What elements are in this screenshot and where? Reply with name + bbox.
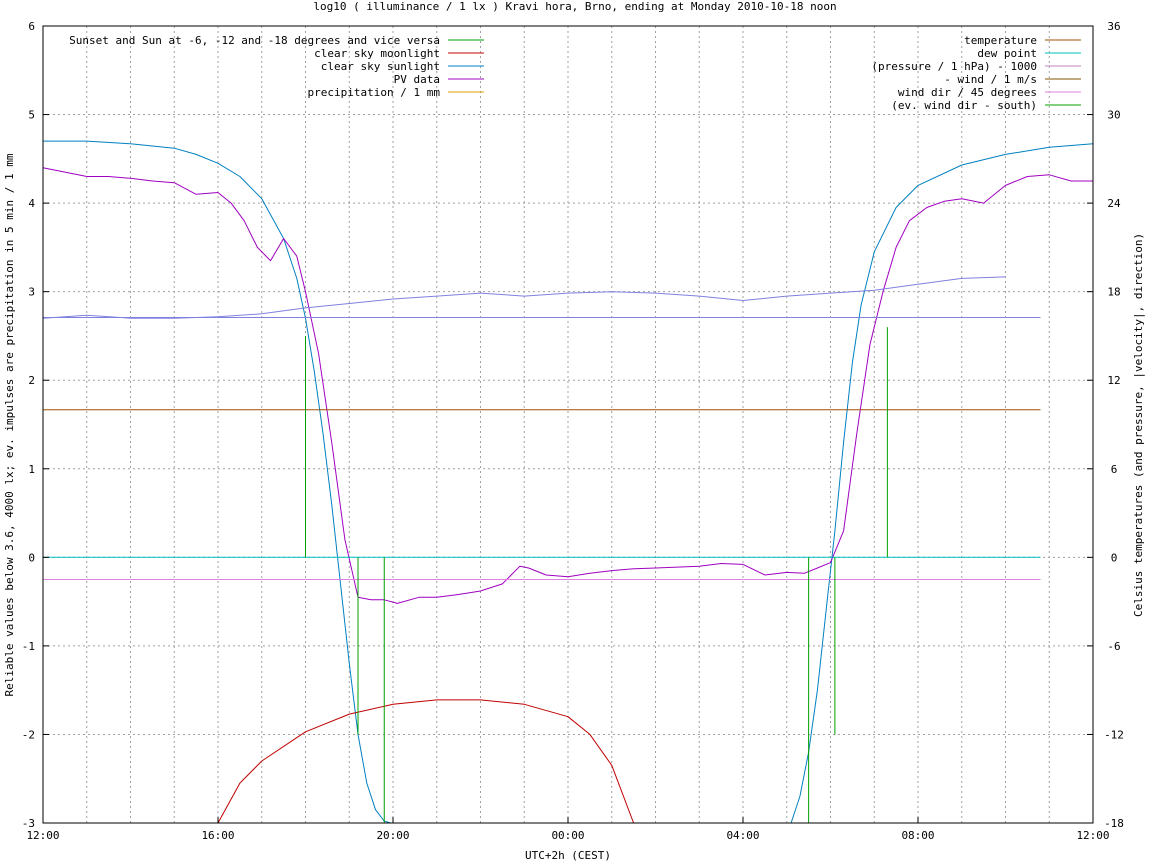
y-tick-label: -2 — [22, 728, 35, 741]
y-tick-label: -1 — [22, 640, 35, 653]
y-tick-label: -3 — [22, 817, 35, 830]
legend-label: clear sky sunlight — [321, 60, 440, 73]
y-tick-label: 1 — [28, 463, 35, 476]
series-line-pv-data — [42, 167, 1093, 604]
legend-label: Sunset and Sun at -6, -12 and -18 degree… — [69, 34, 440, 47]
x-axis-label: UTC+2h (CEST) — [525, 849, 611, 862]
y-tick-label: 4 — [28, 197, 35, 210]
y2-tick-label: 24 — [1107, 197, 1121, 210]
x-tick-label: 16:00 — [201, 829, 234, 842]
y2-tick-label: 6 — [1111, 463, 1118, 476]
impulses — [305, 327, 888, 823]
x-tick-label: 12:00 — [26, 829, 59, 842]
y2-tick-label: 30 — [1107, 109, 1120, 122]
legend-label: PV data — [394, 73, 440, 86]
legend-label: (pressure / 1 hPa) - 1000 — [871, 60, 1037, 73]
series-line-clear-sky-moonlight — [217, 699, 635, 824]
y2-tick-label: 18 — [1107, 286, 1120, 299]
legend-label: dew point — [977, 47, 1037, 60]
y-tick-label: 0 — [28, 551, 35, 564]
y2-tick-label: -6 — [1107, 640, 1120, 653]
legend-label: wind dir / 45 degrees — [898, 86, 1037, 99]
x-tick-label: 12:00 — [1076, 829, 1109, 842]
legend-label: temperature — [964, 34, 1037, 47]
y2-tick-label: 36 — [1107, 20, 1120, 33]
x-tick-label: 00:00 — [551, 829, 584, 842]
y-tick-label: 3 — [28, 286, 35, 299]
x-tick-label: 04:00 — [726, 829, 759, 842]
y-tick-label: 6 — [28, 20, 35, 33]
ticks: 12:00 16:00 20:00 00:00 04:00 08:00 12:00-3-2-… — [22, 20, 1124, 842]
y2-tick-label: 12 — [1107, 374, 1120, 387]
y-tick-label: 5 — [28, 109, 35, 122]
y-tick-label: 2 — [28, 374, 35, 387]
legend-label: precipitation / 1 mm — [308, 86, 441, 99]
legend-label: clear sky moonlight — [314, 47, 440, 60]
y2-tick-label: 0 — [1111, 551, 1118, 564]
y-axis-label: Reliable values below 3.6, 4000 lx; ev. … — [3, 153, 16, 696]
x-tick-label: 20:00 — [376, 829, 409, 842]
legend-label: (ev. wind dir - south) — [891, 99, 1037, 112]
series-layer — [42, 140, 1094, 824]
y2-axis-label: Celsius temperatures (and pressure, |vel… — [1132, 233, 1145, 617]
series-line-clear-sky-sunlight — [43, 140, 1094, 824]
legend-left: Sunset and Sun at -6, -12 and -18 degree… — [69, 34, 484, 99]
legend-label: - wind / 1 m/s — [944, 73, 1037, 86]
y2-tick-label: -12 — [1104, 728, 1124, 741]
y2-tick-label: -18 — [1104, 817, 1124, 830]
x-tick-label: 08:00 — [901, 829, 934, 842]
chart-title: log10 ( illuminance / 1 lx ) Kravi hora,… — [313, 0, 836, 13]
